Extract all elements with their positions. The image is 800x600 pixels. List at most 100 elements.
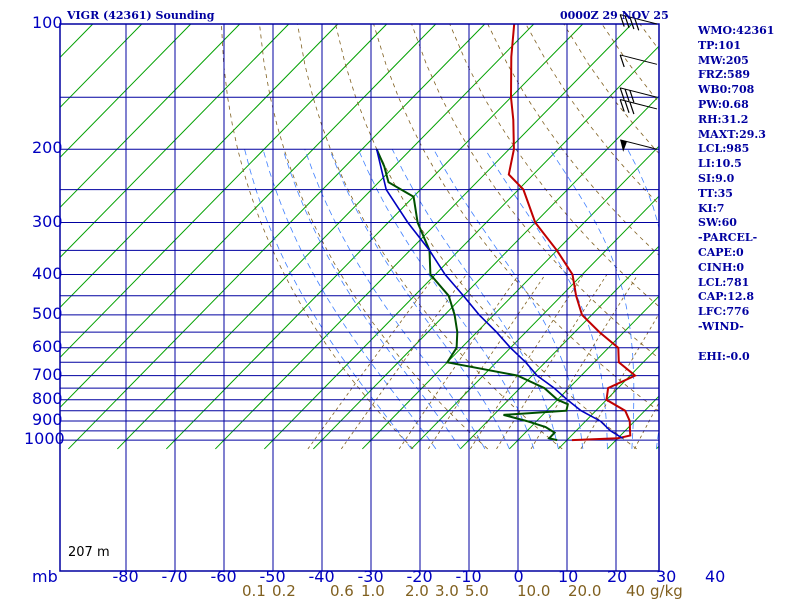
wind-barb-flag [619,54,625,68]
pressure-tick-label: 1000 [24,429,65,449]
temperature-tick-label: -40 [308,567,335,586]
wind-barbs [619,14,658,152]
isotherm-line [509,295,659,450]
wind-barb-shaft [620,99,658,110]
index-item: -PARCEL- [698,231,758,245]
mixing-ratio-label: 3.0 [435,582,459,600]
sounding-profiles [375,24,637,442]
index-item: SI:9.0 [698,171,735,185]
index-item: LCL:781 [698,275,750,289]
temperature-tick-label: -10 [455,567,482,586]
vertical-grid-lines [125,24,617,571]
moist-adiabat-line [433,149,584,449]
mixing-ratio-line [340,274,467,450]
wind-barb-flag [634,18,640,31]
pressure-tick-label: 400 [32,263,63,283]
sounding-time: 0000Z 29 NOV 25 [560,9,669,22]
index-item: FRZ:589 [698,68,751,82]
temperature-tick-label: -30 [357,567,384,586]
pressure-tick-label: 800 [32,388,63,408]
index-item: -WIND- [698,319,744,333]
station-height-label: 207 m [68,545,110,560]
index-item: EHI:-0.0 [698,349,750,363]
mixing-ratio-line [427,274,546,450]
isotherm-line [411,195,659,450]
dry-adiabat-line [792,24,800,449]
mixing-ratio-label: 2.0 [405,582,429,600]
index-item: KI:7 [698,201,725,215]
index-item: LFC:776 [698,305,750,319]
mixing-ratio-label: 0.2 [272,582,296,600]
wind-barb-flag [629,90,635,103]
temperature-tick-label: 10 [558,567,579,586]
isotherm-line [60,24,437,409]
isotherm-line [313,95,659,450]
isotherm-line [68,24,486,450]
temperature-tick-label: 40 [705,567,726,586]
mixing-ratio-label: 20.0 [568,582,602,600]
temperature-tick-label: -60 [210,567,237,586]
isotherm-line [60,24,290,259]
isotherm-line [60,24,339,309]
index-item: WB0:708 [698,83,755,97]
dry-adiabat-line [449,24,659,308]
mixing-ratio-label: 0.1 [242,582,266,600]
wind-barb-shaft [620,87,658,98]
dry-adiabat-line [259,24,488,450]
temperature-tick-label: 0 [513,567,524,586]
isotherm-line [166,24,584,450]
moist-adiabat-line [357,149,535,450]
isotherm-line [60,24,143,109]
pressure-tick-label: 100 [32,13,63,32]
pressure-tick-label: 300 [32,211,63,231]
dry-adiabat-line [335,24,637,450]
mixing-ratio-line [398,274,520,450]
temperature-tick-label: -50 [259,567,286,586]
wind-barb-flag [624,100,630,113]
wind-barb-flag [624,88,630,102]
pressure-tick-label: 500 [32,303,63,323]
isotherm-line [362,145,659,450]
moist-adiabat-line [549,149,635,449]
index-item: SW:60 [698,216,737,230]
parcel-line [375,149,624,439]
axis-unit-label: mb [32,567,58,586]
temperature-tick-label: -80 [112,567,139,586]
mixing-ratio-label: 5.0 [465,582,489,600]
index-item: CINH:0 [698,260,745,274]
wind-barb-flag [619,99,625,112]
moist-adiabat-line [484,149,608,449]
index-item: MW:205 [698,53,749,67]
pressure-tick-label: 200 [32,138,63,158]
moist-adiabat-line [304,149,486,450]
index-item: WMO:42361 [698,24,775,37]
moist-adiabat-line [282,149,461,450]
plot-frame [59,23,660,572]
dry-adiabat-line [525,24,659,205]
pressure-tick-label: 900 [32,410,63,430]
temperature-tick-label: 20 [607,567,628,586]
dry-adiabat-line [411,24,659,359]
wind-barb-flag [629,16,635,30]
index-item: MAXT:29.3 [698,127,766,141]
index-item [698,335,774,350]
isotherm-line [60,24,241,209]
index-item: CAPE:0 [698,245,744,259]
index-item: RH:31.2 [698,112,749,126]
mixing-ratio-line [530,274,639,450]
moist-adiabat-line [391,149,559,449]
moist-adiabat-line [244,149,412,450]
mixing-ratio-label: 40 [626,582,646,600]
index-item: LI:10.5 [698,157,742,171]
index-item: TT:35 [698,186,733,200]
wind-barb-flag [629,101,635,115]
temperature-tick-label: -20 [406,567,433,586]
wind-barb-flag [619,87,625,101]
stability-indices: WMO:42361 TP:101 MW:205 FRZ:589 WB0:708 PW:0.… [698,24,774,364]
moist-adiabat-line [329,149,510,450]
isotherm-line [60,24,192,159]
wind-barb-flag [619,14,625,27]
station-title: VIGR (42361) Sounding [67,9,215,22]
mixing-ratio-label: 10.0 [517,582,551,600]
